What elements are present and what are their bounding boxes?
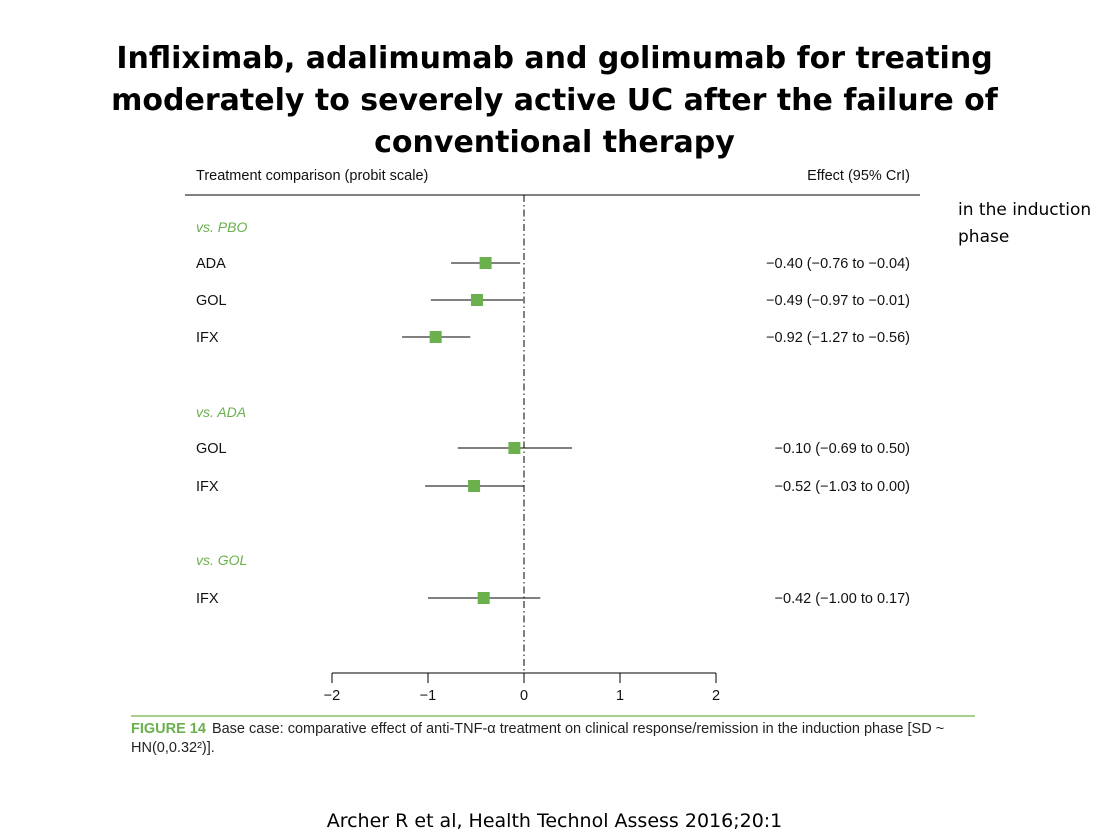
group-label: vs. GOL	[196, 552, 247, 568]
effect-ci-label: −0.42 (−1.00 to 0.17)	[775, 591, 910, 607]
figure-caption-text: Base case: comparative effect of anti-TN…	[131, 721, 945, 756]
effect-ci-label: −0.92 (−1.27 to −0.56)	[766, 330, 910, 346]
slide-title: Infliximab, adalimumab and golimumab for…	[111, 41, 998, 160]
point-estimate	[479, 257, 492, 269]
x-axis: −2 −1 0 1 2	[324, 672, 720, 704]
side-note: in the induction phase	[958, 200, 1092, 247]
point-estimate	[429, 331, 442, 343]
treatment-label: IFX	[196, 591, 219, 607]
figure-label: FIGURE 14	[131, 721, 206, 737]
x-tick-label: 2	[712, 688, 720, 704]
x-tick-label: 0	[520, 688, 528, 704]
treatment-label: IFX	[196, 479, 219, 495]
treatment-label: GOL	[196, 293, 227, 309]
point-estimate	[470, 294, 483, 306]
effect-ci-label: −0.49 (−0.97 to −0.01)	[766, 293, 910, 309]
x-tick-label: 1	[616, 688, 624, 704]
point-estimate	[468, 480, 481, 492]
effect-ci-label: −0.40 (−0.76 to −0.04)	[766, 256, 910, 272]
treatment-label: ADA	[196, 256, 226, 272]
treatment-label: IFX	[196, 330, 219, 346]
forest-rows: vs. PBO ADA −0.40 (−0.76 to −0.04) GOL −0.49…	[196, 219, 910, 607]
figure-caption: FIGURE 14 Base case: comparative effect o…	[131, 720, 961, 758]
header-left: Treatment comparison (probit scale)	[196, 168, 428, 184]
x-tick-label: −2	[324, 688, 341, 704]
header-right: Effect (95% CrI)	[807, 168, 910, 184]
effect-ci-label: −0.52 (−1.03 to 0.00)	[775, 479, 910, 495]
group-label: vs. ADA	[196, 404, 246, 420]
x-tick-label: −1	[420, 688, 437, 704]
point-estimate	[508, 442, 521, 454]
point-estimate	[477, 592, 490, 604]
citation: Archer R et al, Health Technol Assess 20…	[326, 810, 783, 832]
treatment-label: GOL	[196, 441, 227, 457]
group-label: vs. PBO	[196, 219, 247, 235]
effect-ci-label: −0.10 (−0.69 to 0.50)	[775, 441, 910, 457]
